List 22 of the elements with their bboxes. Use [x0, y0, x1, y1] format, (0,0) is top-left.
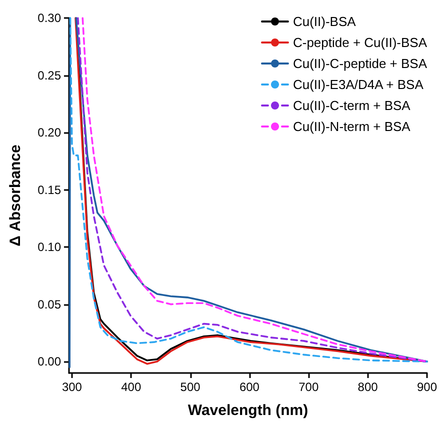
legend-label: C-peptide + Cu(II)-BSA: [292, 35, 428, 50]
x-tick-label: 600: [239, 380, 260, 394]
x-axis-title: Wavelength (nm): [188, 402, 308, 419]
y-tick-label: 0.05: [38, 297, 62, 312]
x-tick-label: 500: [180, 380, 201, 394]
legend-label: Cu(II)-N-term + BSA: [292, 119, 411, 134]
y-tick-label: 0.25: [38, 68, 62, 82]
y-tick-label: 0.30: [38, 11, 62, 25]
legend-label: Cu(II)-BSA: [292, 14, 356, 29]
x-tick-label: 400: [121, 380, 142, 394]
x-tick-label: 800: [358, 380, 378, 394]
y-tick-label: 0.10: [38, 240, 62, 254]
x-tick-label: 900: [416, 380, 438, 394]
x-tick-label: 300: [62, 380, 82, 394]
y-tick-label: 0.15: [38, 182, 62, 197]
y-tick-label: 0.00: [38, 354, 62, 369]
x-tick-label: 700: [298, 380, 319, 394]
y-tick-label: 0.20: [38, 126, 62, 140]
legend-label: Cu(II)-C-peptide + BSA: [292, 56, 428, 71]
y-axis-title: Δ Absorbance: [7, 144, 24, 246]
legend-label: Cu(II)-C-term + BSA: [292, 98, 411, 113]
legend-label: Cu(II)-E3A/D4A + BSA: [292, 77, 424, 92]
